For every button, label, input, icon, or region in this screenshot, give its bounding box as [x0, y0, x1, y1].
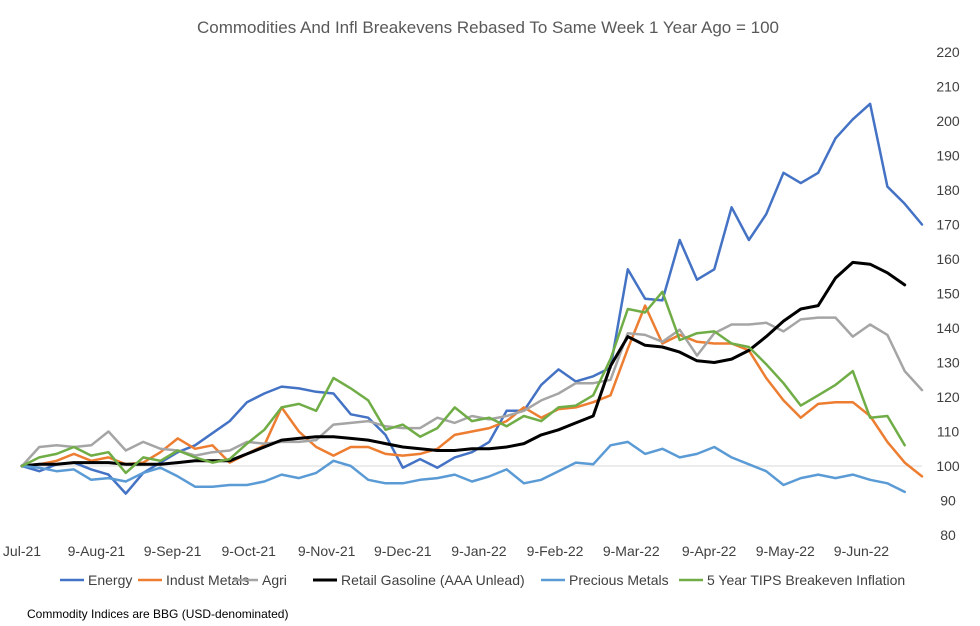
- series-line: [20, 440, 906, 494]
- x-tick-label: 9-Oct-21: [221, 543, 276, 559]
- legend-label: Energy: [88, 572, 132, 588]
- legend-label: Agri: [262, 572, 287, 588]
- x-axis-ticks: Jul-21 9-Aug-21 9-Sep-21 9-Oct-21 9-Nov-21 9-…: [3, 543, 889, 559]
- footnote: Commodity Indices are BBG (USD-denominat…: [27, 607, 288, 621]
- x-tick-label: 9-May-22: [756, 543, 815, 559]
- legend-label: 5 Year TIPS Breakeven Inflation: [707, 572, 905, 588]
- y-tick-label: 120: [936, 389, 960, 405]
- x-tick-label: 9-Jan-22: [451, 543, 506, 559]
- y-tick-label: 180: [936, 182, 960, 198]
- y-tick-label: 210: [936, 79, 960, 95]
- x-tick-label: 9-Nov-21: [298, 543, 356, 559]
- y-tick-label: 140: [936, 320, 960, 336]
- legend-label: Indust Metals: [166, 572, 249, 588]
- series-line: [20, 290, 906, 475]
- x-tick-label: 9-Mar-22: [603, 543, 660, 559]
- x-tick-label: 9-Aug-21: [68, 543, 126, 559]
- y-tick-label: 100: [936, 458, 960, 474]
- series-lines: [20, 102, 924, 495]
- y-axis-ticks: 80 90 100 110 120 130 140 150 160 170 180 190 200 210…: [936, 44, 960, 543]
- x-tick-label: 9-Sep-21: [144, 543, 202, 559]
- x-tick-label: 9-Apr-22: [682, 543, 737, 559]
- y-tick-label: 130: [936, 355, 960, 371]
- legend-label: Retail Gasoline (AAA Unlead): [341, 572, 525, 588]
- y-tick-label: 160: [936, 251, 960, 267]
- y-tick-label: 200: [936, 113, 960, 129]
- y-tick-label: 220: [936, 44, 960, 60]
- legend-label: Precious Metals: [569, 572, 669, 588]
- y-tick-label: 80: [940, 527, 956, 543]
- legend: Energy Indust Metals Agri Retail Gasoline (…: [60, 572, 905, 588]
- x-tick-label: 9-Feb-22: [527, 543, 584, 559]
- x-tick-label: 9-Dec-21: [374, 543, 432, 559]
- y-tick-label: 190: [936, 148, 960, 164]
- series-line: [20, 304, 924, 478]
- series-line: [20, 260, 907, 468]
- x-tick-label: Jul-21: [3, 543, 41, 559]
- series-line: [20, 102, 924, 495]
- y-tick-label: 150: [936, 286, 960, 302]
- series-line: [20, 316, 924, 468]
- y-tick-label: 110: [937, 424, 960, 440]
- x-tick-label: 9-Jun-22: [834, 543, 889, 559]
- chart-title: Commodities And Infl Breakevens Rebased …: [197, 18, 779, 37]
- y-tick-label: 170: [936, 217, 960, 233]
- y-tick-label: 90: [940, 493, 956, 509]
